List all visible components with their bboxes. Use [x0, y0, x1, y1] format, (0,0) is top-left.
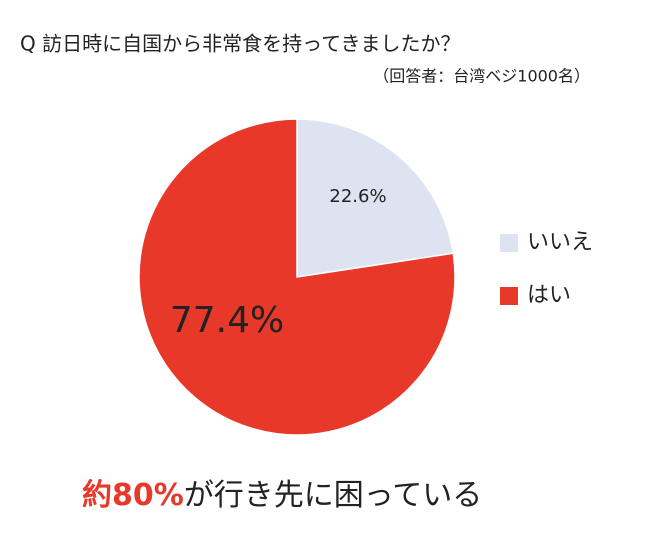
legend-label: いいえ: [527, 230, 593, 255]
data-label: 77.4%: [170, 300, 284, 341]
data-label: 22.6%: [329, 186, 386, 207]
annotation-highlight: 約80%: [82, 478, 184, 513]
chart-subtitle: （回答者：台湾ベジ1000名）: [373, 67, 590, 86]
pie-slice: [138, 118, 456, 436]
legend-label: はい: [527, 283, 571, 308]
chart-title: Q 訪日時に自国から非常食を持ってきましたか？: [20, 32, 461, 56]
annotation: 約80%が行き先に困っている: [82, 478, 482, 513]
legend-swatch: [500, 287, 518, 305]
pie-slice: [296, 118, 455, 278]
annotation-text: が行き先に困っている: [184, 478, 483, 513]
legend-swatch: [500, 234, 518, 252]
